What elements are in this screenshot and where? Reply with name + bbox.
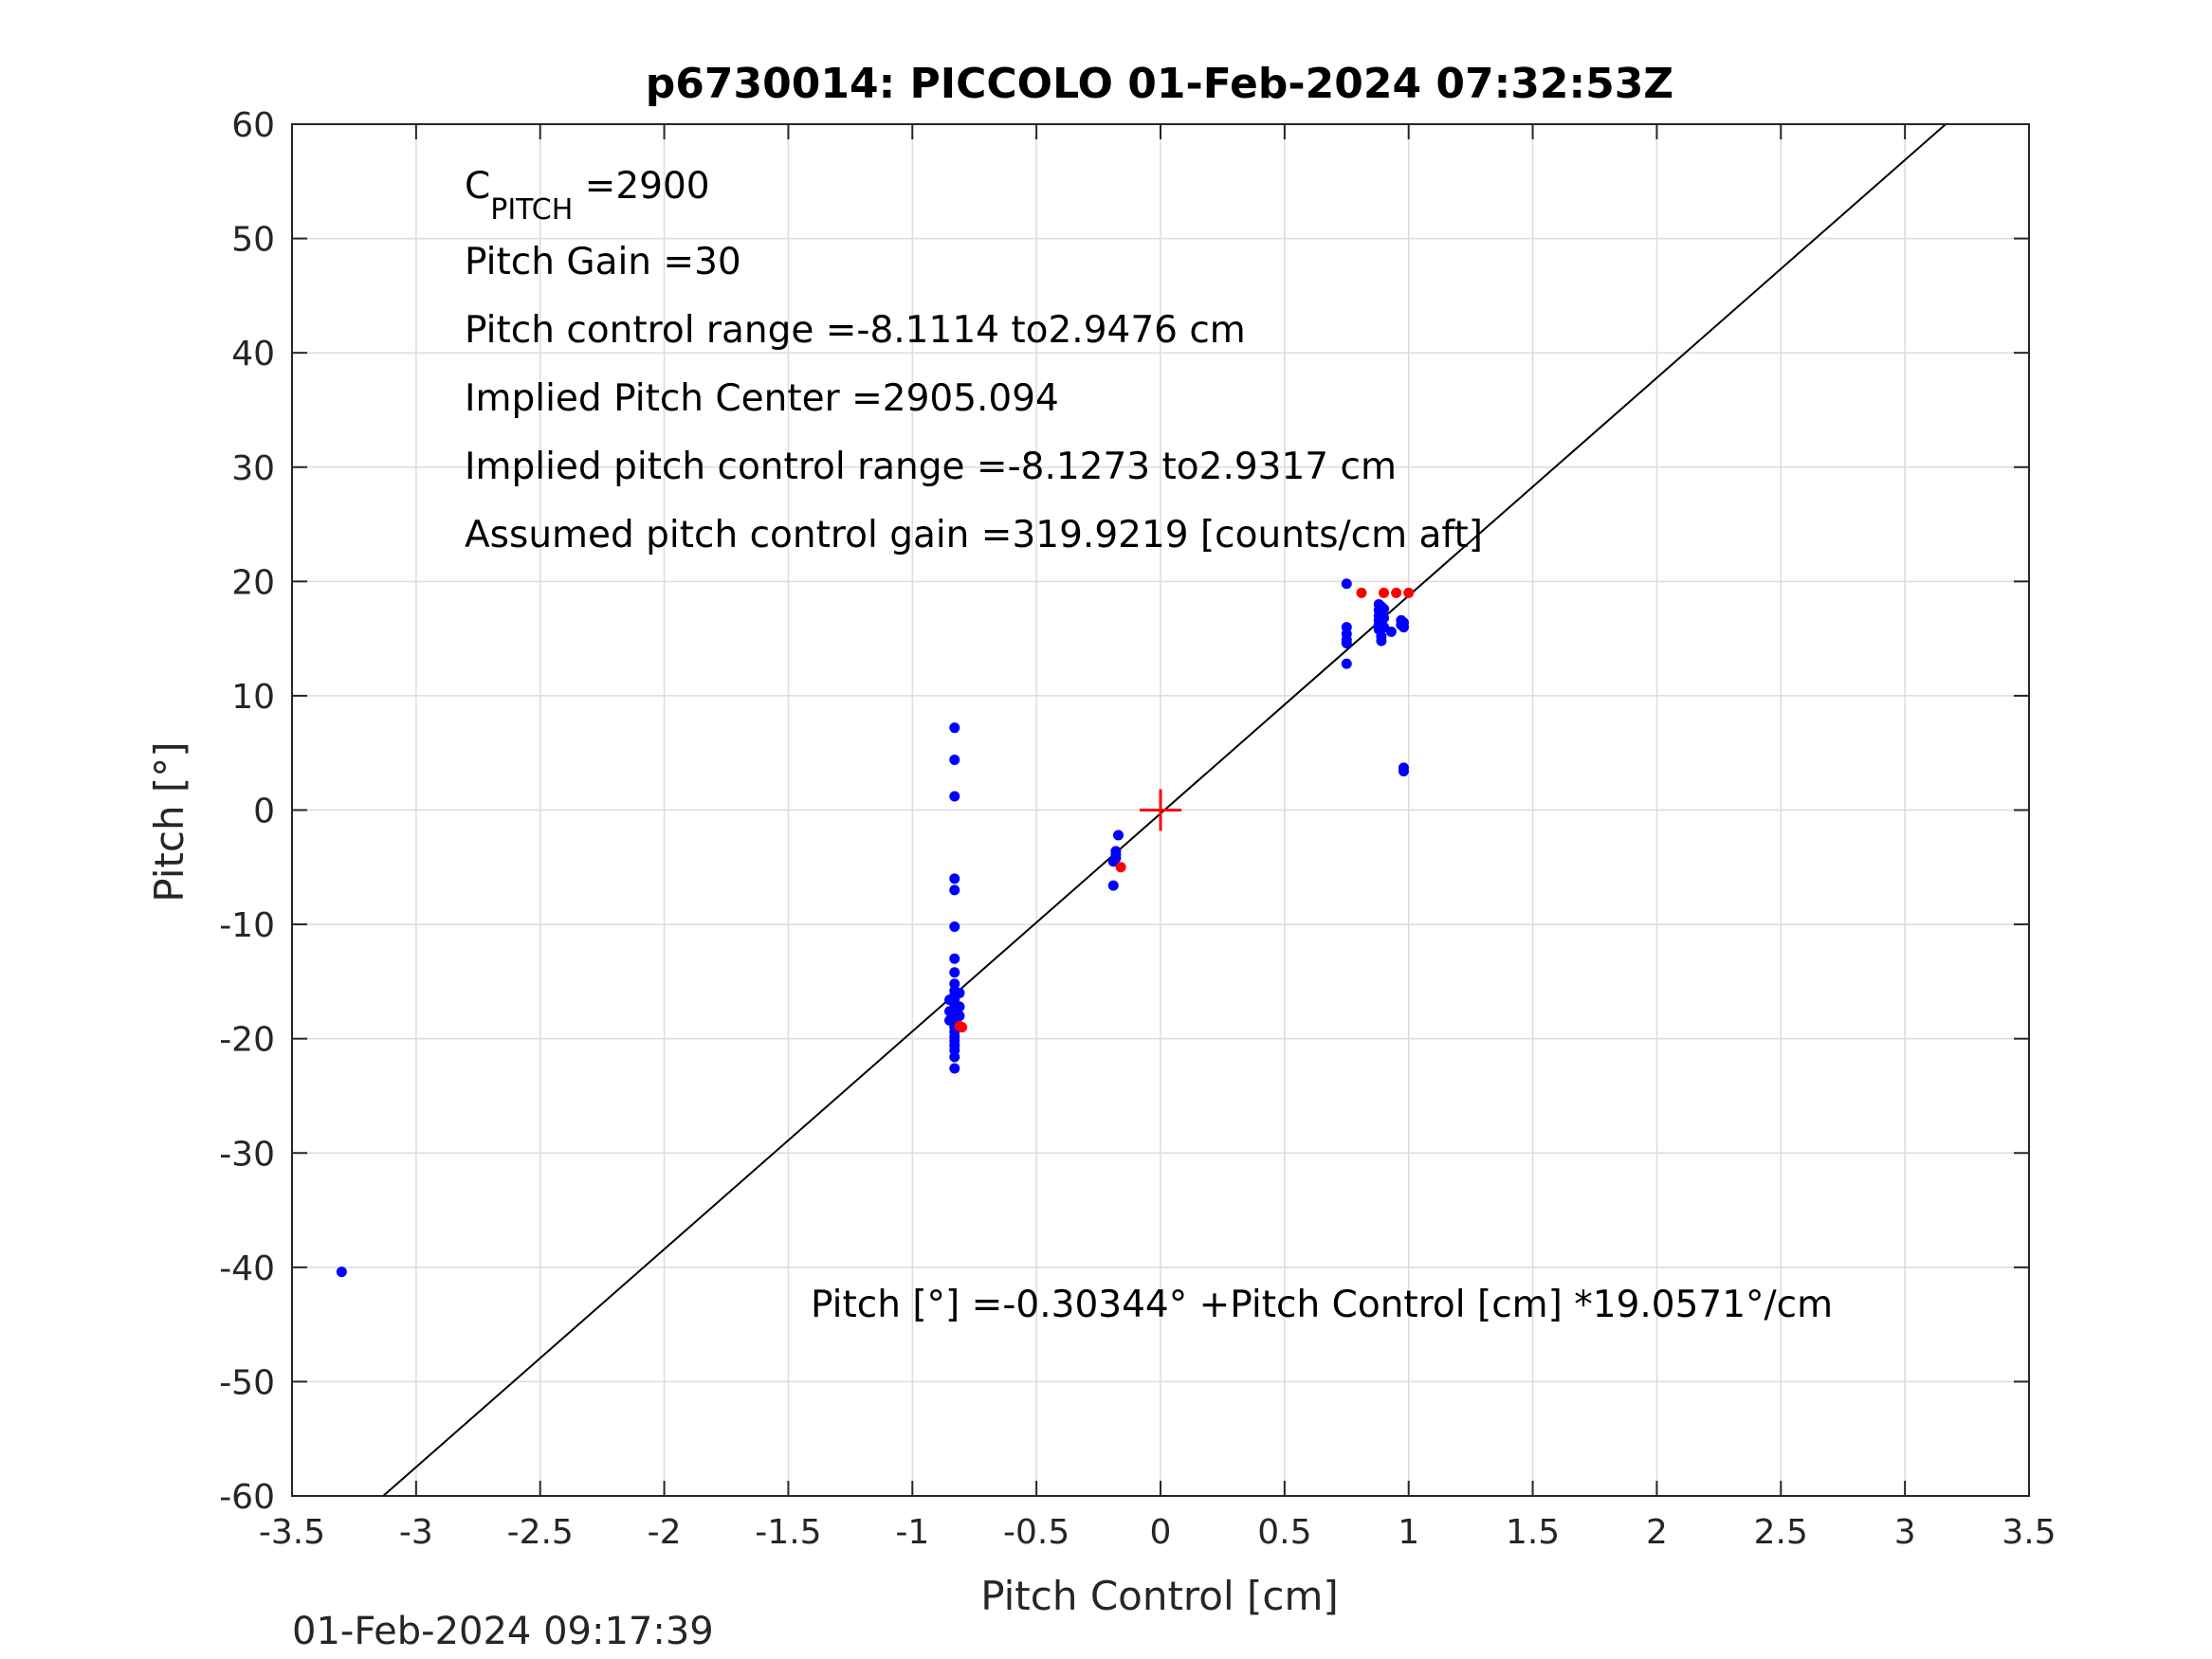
blue-data-point xyxy=(949,873,960,884)
y-tick-label: -30 xyxy=(219,1135,275,1174)
footer-timestamp: 01-Feb-2024 09:17:39 xyxy=(292,1610,714,1653)
annotation-implied-center: Implied Pitch Center =2905.094 xyxy=(465,377,1059,420)
y-tick-label: -10 xyxy=(219,906,275,945)
x-tick-label: -3.5 xyxy=(259,1513,325,1552)
y-tick-label: 0 xyxy=(253,793,275,831)
annotation-assumed-gain: Assumed pitch control gain =319.9219 [co… xyxy=(465,514,1483,556)
x-tick-label: -2 xyxy=(648,1513,682,1552)
blue-data-point xyxy=(949,791,960,802)
x-tick-label: -0.5 xyxy=(1003,1513,1069,1552)
blue-data-point xyxy=(949,953,960,964)
x-tick-label: 2 xyxy=(1646,1513,1668,1552)
x-tick-label: 3 xyxy=(1894,1513,1916,1552)
blue-data-point xyxy=(949,754,960,765)
blue-data-point xyxy=(1385,626,1397,637)
annotation-fit-equation: Pitch [°] =-0.30344° +Pitch Control [cm]… xyxy=(811,1284,1833,1326)
y-tick-label: 50 xyxy=(231,221,275,260)
annotation-cpitch-value: =2900 xyxy=(573,165,709,208)
red-data-point xyxy=(957,1022,968,1033)
blue-data-point xyxy=(1379,622,1390,633)
blue-data-point xyxy=(944,1014,956,1026)
x-tick-label: -3 xyxy=(399,1513,433,1552)
grid-lines xyxy=(291,123,2030,1497)
annotation-pitch-gain: Pitch Gain =30 xyxy=(465,241,741,283)
red-data-point xyxy=(1379,587,1390,598)
blue-data-point xyxy=(1379,612,1390,624)
annotation-cpitch: CPITCH =2900 xyxy=(465,165,710,227)
blue-data-point xyxy=(1398,766,1409,777)
blue-data-point xyxy=(949,1063,960,1074)
annotation-implied-range: Implied pitch control range =-8.1273 to2… xyxy=(465,446,1397,488)
blue-data-point xyxy=(949,1051,960,1063)
blue-data-point xyxy=(954,1011,965,1022)
blue-data-point xyxy=(1341,637,1352,648)
blue-data-point xyxy=(1113,830,1124,841)
data-points-layer xyxy=(336,578,1415,1278)
x-tick-label: -2.5 xyxy=(507,1513,574,1552)
center-marker-layer xyxy=(1140,789,1181,831)
red-data-point xyxy=(1115,862,1126,873)
x-tick-label: -1.5 xyxy=(755,1513,821,1552)
blue-data-point xyxy=(944,1006,956,1017)
y-tick-label: -20 xyxy=(219,1021,275,1060)
blue-data-point xyxy=(949,722,960,734)
tick-labels: -3.5 -3 -2.5 -2 -1.5 -1 -0.5 0 0.5 1 1.5 2 2.5 3 3.5 -6… xyxy=(219,106,2056,1552)
red-data-point xyxy=(1356,587,1367,598)
y-tick-label: 20 xyxy=(231,563,275,602)
blue-data-point xyxy=(1376,635,1387,647)
x-tick-label: 1 xyxy=(1398,1513,1419,1552)
blue-data-point xyxy=(954,987,965,998)
y-tick-label: -60 xyxy=(219,1478,275,1517)
y-tick-label: 40 xyxy=(231,335,275,374)
tick-marks xyxy=(291,123,2030,1497)
chart-title: p6730014: PICCOLO 01-Feb-2024 07:32:53Z xyxy=(646,60,1673,108)
x-tick-label: -1 xyxy=(895,1513,929,1552)
x-tick-label: 1.5 xyxy=(1506,1513,1560,1552)
blue-data-point xyxy=(944,994,956,1006)
red-data-point xyxy=(1403,587,1415,598)
blue-data-point xyxy=(949,921,960,932)
x-tick-label: 3.5 xyxy=(2002,1513,2056,1552)
blue-data-point xyxy=(1107,856,1119,867)
y-tick-label: -40 xyxy=(219,1249,275,1288)
x-tick-label: 0 xyxy=(1150,1513,1172,1552)
y-tick-label: 60 xyxy=(231,106,275,145)
annotation-control-range: Pitch control range =-8.1114 to2.9476 cm xyxy=(465,309,1246,352)
blue-data-point xyxy=(1398,622,1409,633)
y-tick-label: -50 xyxy=(219,1363,275,1402)
blue-data-point xyxy=(1107,880,1119,891)
x-tick-label: 2.5 xyxy=(1754,1513,1808,1552)
y-axis-label: Pitch [°] xyxy=(146,741,192,902)
annotation-cpitch-main: C xyxy=(465,165,490,208)
blue-data-point xyxy=(1341,578,1352,590)
blue-data-point xyxy=(1341,658,1352,669)
blue-data-point xyxy=(954,1001,965,1012)
blue-data-point xyxy=(1379,603,1390,614)
x-axis-label: Pitch Control [cm] xyxy=(980,1573,1339,1619)
y-tick-label: 30 xyxy=(231,449,275,488)
red-data-point xyxy=(1391,587,1402,598)
y-tick-label: 10 xyxy=(231,678,275,717)
blue-data-point xyxy=(949,884,960,896)
annotation-cpitch-sub: PITCH xyxy=(490,193,573,227)
blue-data-point xyxy=(336,1267,347,1278)
blue-data-point xyxy=(949,967,960,978)
x-tick-label: 0.5 xyxy=(1257,1513,1311,1552)
